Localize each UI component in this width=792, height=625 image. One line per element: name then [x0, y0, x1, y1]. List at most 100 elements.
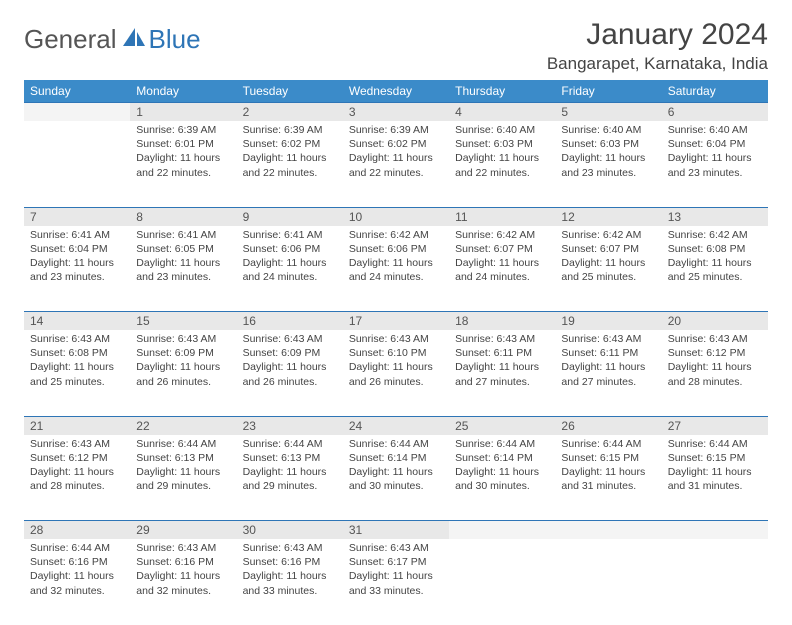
title-block: January 2024 Bangarapet, Karnataka, Indi…	[547, 18, 768, 74]
sunset-text: Sunset: 6:08 PM	[668, 242, 762, 256]
day-number-cell: 15	[130, 312, 236, 331]
day-number-cell: 12	[555, 207, 661, 226]
day-detail-cell: Sunrise: 6:41 AMSunset: 6:04 PMDaylight:…	[24, 226, 130, 312]
sunrise-text: Sunrise: 6:39 AM	[349, 123, 443, 137]
day-detail-cell: Sunrise: 6:43 AMSunset: 6:09 PMDaylight:…	[237, 330, 343, 416]
sunset-text: Sunset: 6:08 PM	[30, 346, 124, 360]
day-number-cell: 2	[237, 103, 343, 122]
daylight-text: Daylight: 11 hours and 25 minutes.	[561, 256, 655, 284]
day-number-cell: 8	[130, 207, 236, 226]
sunset-text: Sunset: 6:15 PM	[668, 451, 762, 465]
day-number-cell: 29	[130, 521, 236, 540]
day-number-cell: 20	[662, 312, 768, 331]
calendar-daynum-row: 28293031	[24, 521, 768, 540]
day-number-cell: 31	[343, 521, 449, 540]
day-number-cell: 13	[662, 207, 768, 226]
calendar-detail-row: Sunrise: 6:41 AMSunset: 6:04 PMDaylight:…	[24, 226, 768, 312]
day-detail-cell: Sunrise: 6:42 AMSunset: 6:08 PMDaylight:…	[662, 226, 768, 312]
day-number-cell: 17	[343, 312, 449, 331]
daylight-text: Daylight: 11 hours and 27 minutes.	[455, 360, 549, 388]
sunset-text: Sunset: 6:10 PM	[349, 346, 443, 360]
day-number: 26	[561, 419, 574, 433]
sunrise-text: Sunrise: 6:43 AM	[243, 541, 337, 555]
day-number-cell: 19	[555, 312, 661, 331]
logo-sail-icon	[121, 26, 147, 53]
sunrise-text: Sunrise: 6:44 AM	[455, 437, 549, 451]
day-number-cell: 6	[662, 103, 768, 122]
day-number-cell: 3	[343, 103, 449, 122]
sunset-text: Sunset: 6:02 PM	[349, 137, 443, 151]
day-number-cell: 16	[237, 312, 343, 331]
day-number-cell: 1	[130, 103, 236, 122]
day-number: 3	[349, 105, 356, 119]
sunrise-text: Sunrise: 6:40 AM	[455, 123, 549, 137]
day-detail-cell: Sunrise: 6:40 AMSunset: 6:03 PMDaylight:…	[555, 121, 661, 207]
daylight-text: Daylight: 11 hours and 31 minutes.	[668, 465, 762, 493]
day-number-cell	[555, 521, 661, 540]
day-number-cell: 30	[237, 521, 343, 540]
sunset-text: Sunset: 6:07 PM	[561, 242, 655, 256]
day-detail-cell: Sunrise: 6:39 AMSunset: 6:02 PMDaylight:…	[343, 121, 449, 207]
day-number: 19	[561, 314, 574, 328]
day-number: 22	[136, 419, 149, 433]
day-number: 9	[243, 210, 250, 224]
logo-text-2: Blue	[149, 24, 201, 55]
day-detail-cell: Sunrise: 6:44 AMSunset: 6:16 PMDaylight:…	[24, 539, 130, 625]
sunrise-text: Sunrise: 6:43 AM	[30, 332, 124, 346]
calendar-detail-row: Sunrise: 6:43 AMSunset: 6:08 PMDaylight:…	[24, 330, 768, 416]
day-header: Saturday	[662, 80, 768, 103]
sunrise-text: Sunrise: 6:41 AM	[243, 228, 337, 242]
daylight-text: Daylight: 11 hours and 29 minutes.	[136, 465, 230, 493]
day-detail-cell	[24, 121, 130, 207]
sunrise-text: Sunrise: 6:39 AM	[243, 123, 337, 137]
day-number: 13	[668, 210, 681, 224]
day-number: 29	[136, 523, 149, 537]
sunset-text: Sunset: 6:09 PM	[136, 346, 230, 360]
daylight-text: Daylight: 11 hours and 23 minutes.	[30, 256, 124, 284]
calendar-detail-row: Sunrise: 6:43 AMSunset: 6:12 PMDaylight:…	[24, 435, 768, 521]
day-detail-cell: Sunrise: 6:42 AMSunset: 6:07 PMDaylight:…	[555, 226, 661, 312]
sunset-text: Sunset: 6:13 PM	[136, 451, 230, 465]
day-detail-cell: Sunrise: 6:42 AMSunset: 6:07 PMDaylight:…	[449, 226, 555, 312]
day-detail-cell: Sunrise: 6:44 AMSunset: 6:13 PMDaylight:…	[130, 435, 236, 521]
sunrise-text: Sunrise: 6:44 AM	[243, 437, 337, 451]
sunset-text: Sunset: 6:16 PM	[136, 555, 230, 569]
sunset-text: Sunset: 6:04 PM	[30, 242, 124, 256]
daylight-text: Daylight: 11 hours and 32 minutes.	[30, 569, 124, 597]
logo: General Blue	[24, 18, 201, 55]
day-number: 10	[349, 210, 362, 224]
daylight-text: Daylight: 11 hours and 26 minutes.	[243, 360, 337, 388]
daylight-text: Daylight: 11 hours and 28 minutes.	[668, 360, 762, 388]
daylight-text: Daylight: 11 hours and 27 minutes.	[561, 360, 655, 388]
sunrise-text: Sunrise: 6:43 AM	[561, 332, 655, 346]
day-detail-cell: Sunrise: 6:43 AMSunset: 6:09 PMDaylight:…	[130, 330, 236, 416]
day-number: 23	[243, 419, 256, 433]
calendar-daynum-row: 14151617181920	[24, 312, 768, 331]
daylight-text: Daylight: 11 hours and 24 minutes.	[243, 256, 337, 284]
day-number: 15	[136, 314, 149, 328]
day-detail-cell: Sunrise: 6:40 AMSunset: 6:03 PMDaylight:…	[449, 121, 555, 207]
day-detail-cell	[449, 539, 555, 625]
sunrise-text: Sunrise: 6:42 AM	[668, 228, 762, 242]
sunrise-text: Sunrise: 6:43 AM	[668, 332, 762, 346]
daylight-text: Daylight: 11 hours and 23 minutes.	[136, 256, 230, 284]
day-number-cell: 9	[237, 207, 343, 226]
sunset-text: Sunset: 6:02 PM	[243, 137, 337, 151]
calendar-detail-row: Sunrise: 6:39 AMSunset: 6:01 PMDaylight:…	[24, 121, 768, 207]
day-detail-cell: Sunrise: 6:44 AMSunset: 6:14 PMDaylight:…	[449, 435, 555, 521]
day-detail-cell	[555, 539, 661, 625]
sunrise-text: Sunrise: 6:40 AM	[561, 123, 655, 137]
day-detail-cell: Sunrise: 6:43 AMSunset: 6:17 PMDaylight:…	[343, 539, 449, 625]
day-detail-cell: Sunrise: 6:41 AMSunset: 6:05 PMDaylight:…	[130, 226, 236, 312]
sunrise-text: Sunrise: 6:42 AM	[561, 228, 655, 242]
calendar-daynum-row: 123456	[24, 103, 768, 122]
day-number: 17	[349, 314, 362, 328]
day-header: Wednesday	[343, 80, 449, 103]
day-detail-cell: Sunrise: 6:39 AMSunset: 6:01 PMDaylight:…	[130, 121, 236, 207]
sunrise-text: Sunrise: 6:41 AM	[136, 228, 230, 242]
daylight-text: Daylight: 11 hours and 23 minutes.	[561, 151, 655, 179]
day-detail-cell: Sunrise: 6:43 AMSunset: 6:12 PMDaylight:…	[24, 435, 130, 521]
daylight-text: Daylight: 11 hours and 33 minutes.	[243, 569, 337, 597]
day-number: 11	[455, 210, 467, 224]
header: General Blue January 2024 Bangarapet, Ka…	[24, 18, 768, 74]
